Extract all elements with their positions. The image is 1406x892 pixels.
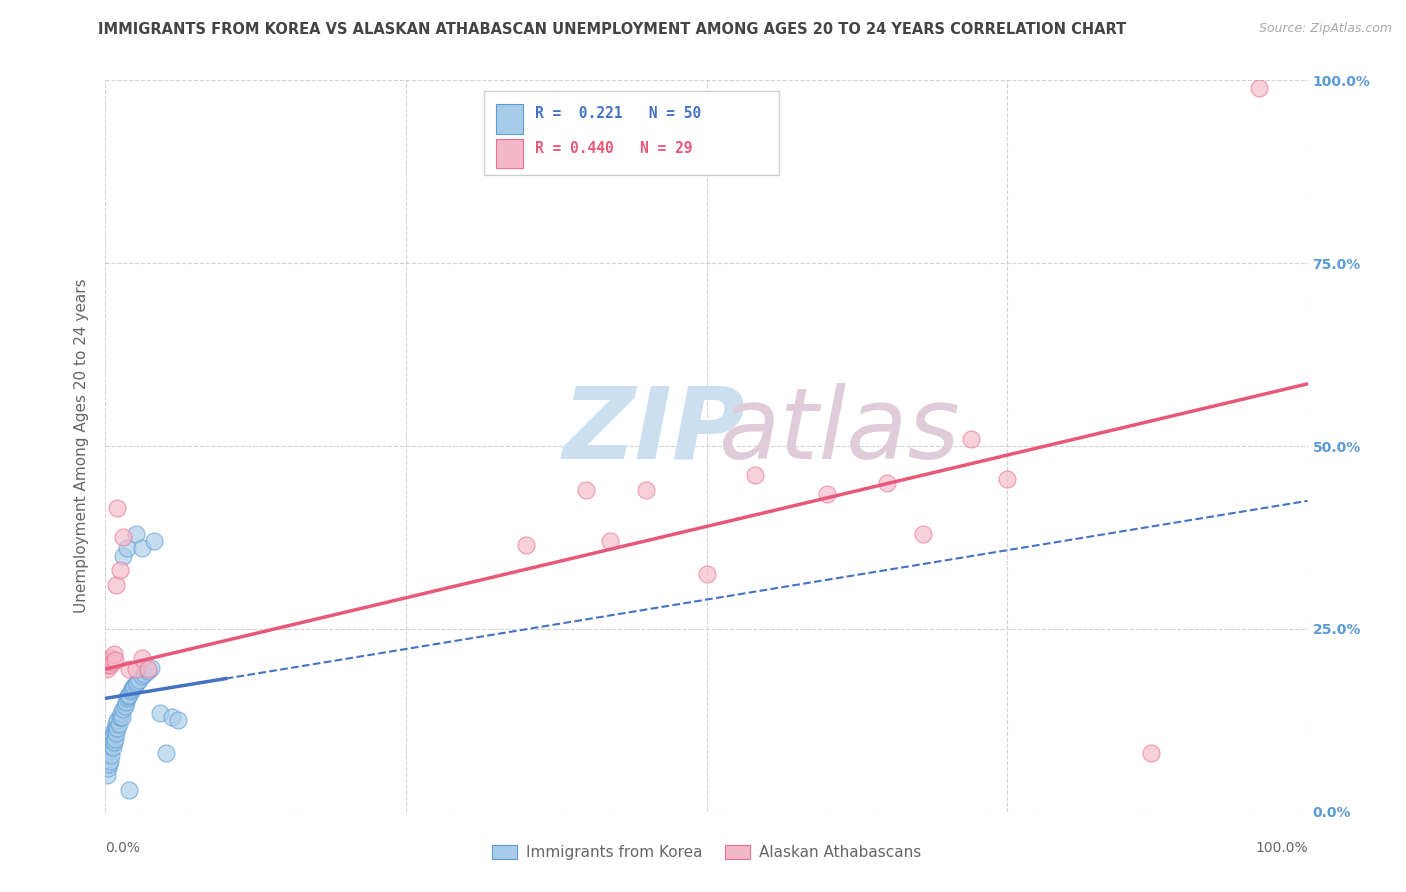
Point: [118, 688, 141, 702]
Point: [98, 757, 121, 772]
Point: [815, 486, 838, 500]
Point: [98, 739, 121, 753]
Text: IMMIGRANTS FROM KOREA VS ALASKAN ATHABASCAN UNEMPLOYMENT AMONG AGES 20 TO 24 YEA: IMMIGRANTS FROM KOREA VS ALASKAN ATHABAS…: [98, 22, 1126, 37]
Text: Source: ZipAtlas.com: Source: ZipAtlas.com: [1258, 22, 1392, 36]
Point: [136, 665, 159, 679]
Point: [108, 709, 131, 723]
Point: [120, 684, 142, 698]
Point: [696, 567, 718, 582]
Point: [98, 754, 121, 768]
Point: [124, 676, 146, 690]
FancyBboxPatch shape: [496, 104, 523, 134]
Point: [100, 651, 122, 665]
Point: [155, 746, 177, 760]
Point: [960, 432, 983, 446]
Point: [96, 662, 118, 676]
Point: [107, 714, 129, 728]
Point: [128, 673, 150, 687]
Point: [125, 674, 148, 689]
Point: [110, 706, 132, 720]
Point: [124, 679, 146, 693]
Point: [105, 717, 128, 731]
Point: [107, 501, 129, 516]
Point: [117, 689, 139, 703]
Point: [1140, 746, 1163, 760]
Text: R =  0.221   N = 50: R = 0.221 N = 50: [534, 106, 700, 121]
Point: [131, 651, 153, 665]
Text: 0.0%: 0.0%: [105, 841, 141, 855]
Point: [131, 669, 153, 683]
Point: [515, 538, 537, 552]
Point: [599, 534, 621, 549]
Point: [995, 472, 1018, 486]
Point: [114, 698, 136, 713]
Point: [115, 695, 138, 709]
Point: [100, 731, 122, 746]
Text: ZIP: ZIP: [562, 383, 745, 480]
Point: [97, 761, 120, 775]
Point: [744, 468, 766, 483]
Text: 100.0%: 100.0%: [1256, 841, 1308, 855]
Point: [636, 483, 658, 497]
Point: [98, 655, 121, 669]
Point: [142, 534, 165, 549]
Point: [101, 740, 124, 755]
Point: [98, 742, 121, 756]
FancyBboxPatch shape: [496, 139, 523, 168]
Point: [911, 526, 934, 541]
Point: [1249, 80, 1271, 95]
Point: [103, 648, 125, 662]
Point: [112, 702, 135, 716]
Point: [104, 721, 127, 735]
Point: [118, 782, 141, 797]
Point: [115, 541, 138, 556]
Point: [107, 717, 129, 731]
Point: [103, 735, 125, 749]
Point: [107, 721, 129, 735]
Point: [112, 549, 135, 563]
Point: [575, 483, 598, 497]
Point: [124, 662, 146, 676]
Point: [103, 724, 125, 739]
Point: [118, 662, 141, 676]
Text: atlas: atlas: [718, 383, 960, 480]
Point: [111, 709, 134, 723]
Point: [115, 691, 138, 706]
Point: [124, 526, 146, 541]
FancyBboxPatch shape: [484, 91, 779, 176]
Point: [96, 768, 118, 782]
Point: [136, 662, 159, 676]
Point: [101, 728, 124, 742]
Point: [104, 652, 127, 666]
Point: [122, 681, 145, 695]
Point: [148, 706, 170, 720]
Point: [160, 709, 183, 723]
Point: [98, 658, 121, 673]
Point: [108, 563, 131, 577]
Point: [132, 667, 155, 681]
Point: [97, 746, 120, 760]
Point: [121, 681, 143, 696]
Point: [112, 530, 135, 544]
Point: [876, 475, 898, 490]
Point: [105, 725, 128, 739]
Point: [131, 541, 153, 556]
Point: [105, 578, 128, 592]
Point: [139, 661, 162, 675]
Y-axis label: Unemployment Among Ages 20 to 24 years: Unemployment Among Ages 20 to 24 years: [75, 278, 90, 614]
Point: [104, 731, 127, 746]
Point: [100, 747, 122, 762]
Point: [101, 655, 124, 669]
Text: R = 0.440   N = 29: R = 0.440 N = 29: [534, 141, 692, 156]
Legend: Immigrants from Korea, Alaskan Athabascans: Immigrants from Korea, Alaskan Athabasca…: [486, 838, 927, 866]
Point: [97, 658, 120, 673]
Point: [166, 714, 188, 728]
